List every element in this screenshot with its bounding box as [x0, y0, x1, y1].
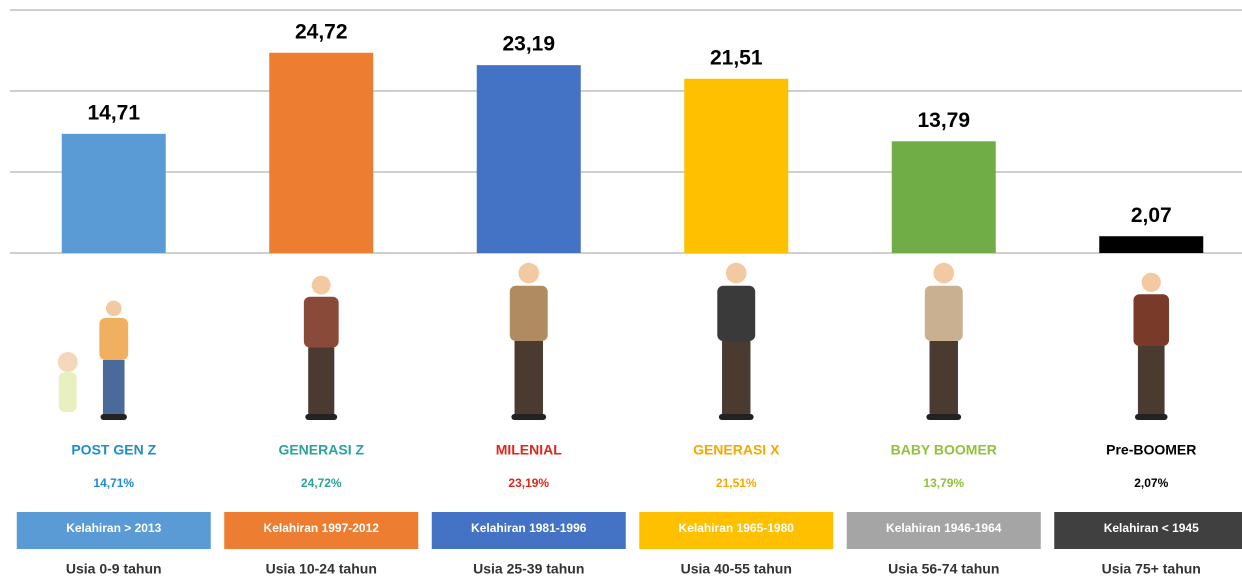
- generation-name: POST GEN Z: [71, 442, 156, 458]
- birth-box: [224, 512, 419, 549]
- legs: [308, 347, 335, 416]
- head: [1141, 272, 1161, 292]
- birth-label: Kelahiran > 2013: [66, 521, 161, 535]
- legs: [514, 341, 543, 416]
- birth-box: [639, 512, 834, 549]
- shoes: [511, 414, 547, 420]
- person-illustration: [509, 262, 548, 420]
- baby-body: [58, 372, 77, 412]
- value-label: 14,71: [87, 101, 140, 124]
- person-illustration: [924, 262, 963, 420]
- birth-box: [1054, 512, 1242, 549]
- legs: [102, 360, 125, 417]
- shoes: [305, 414, 338, 420]
- legs: [1137, 346, 1165, 416]
- person-illustration: [1133, 272, 1170, 420]
- percent-label: 14,71%: [93, 476, 134, 490]
- birth-box: [16, 512, 211, 549]
- shoes: [926, 414, 962, 420]
- birth-box: [431, 512, 626, 549]
- person-illustration: [303, 275, 339, 420]
- percent-label: 24,72%: [301, 476, 342, 490]
- head: [518, 262, 540, 284]
- shoes: [1134, 414, 1168, 420]
- birth-label: Kelahiran 1997-2012: [264, 521, 380, 535]
- value-label: 13,79: [917, 109, 970, 132]
- age-label: Usia 40-55 tahun: [681, 561, 792, 577]
- head: [725, 262, 747, 284]
- value-label: 2,07: [1131, 204, 1172, 227]
- bar: [891, 141, 996, 253]
- generation-name: GENERASI X: [693, 442, 780, 458]
- value-label: 24,72: [295, 20, 348, 43]
- birth-box: [846, 512, 1041, 549]
- head: [311, 275, 331, 295]
- bar: [1099, 236, 1204, 253]
- head: [933, 262, 955, 284]
- person-illustration: [57, 300, 129, 420]
- generation-name: BABY BOOMER: [891, 442, 997, 458]
- generation-name: GENERASI Z: [278, 442, 364, 458]
- percent-label: 23,19%: [508, 476, 549, 490]
- baby-head: [57, 352, 78, 372]
- birth-label: Kelahiran 1981-1996: [471, 521, 587, 535]
- age-label: Usia 56-74 tahun: [888, 561, 999, 577]
- torso: [509, 285, 548, 341]
- bar: [476, 65, 581, 253]
- head: [105, 300, 122, 317]
- percent-label: 21,51%: [716, 476, 757, 490]
- percent-label: 2,07%: [1134, 476, 1168, 490]
- torso: [924, 285, 963, 341]
- age-label: Usia 0-9 tahun: [66, 561, 162, 577]
- shoes: [718, 414, 754, 420]
- bar: [684, 78, 789, 253]
- bar: [269, 52, 374, 253]
- legs: [929, 341, 958, 416]
- birth-label: Kelahiran < 1945: [1104, 521, 1199, 535]
- person-illustration: [717, 262, 756, 420]
- torso: [303, 296, 339, 348]
- birth-label: Kelahiran 1946-1964: [886, 521, 1002, 535]
- torso: [717, 285, 756, 341]
- percent-label: 13,79%: [923, 476, 964, 490]
- bar: [61, 133, 166, 253]
- generation-name: MILENIAL: [496, 442, 563, 458]
- generation-name: Pre-BOOMER: [1106, 442, 1196, 458]
- birth-label: Kelahiran 1965-1980: [679, 521, 795, 535]
- shoes: [100, 414, 127, 420]
- torso: [1133, 294, 1170, 346]
- torso: [99, 318, 129, 360]
- age-label: Usia 10-24 tahun: [266, 561, 377, 577]
- value-label: 23,19: [502, 33, 555, 56]
- age-label: Usia 75+ tahun: [1102, 561, 1201, 577]
- age-label: Usia 25-39 tahun: [473, 561, 584, 577]
- legs: [722, 341, 751, 416]
- value-label: 21,51: [710, 46, 763, 69]
